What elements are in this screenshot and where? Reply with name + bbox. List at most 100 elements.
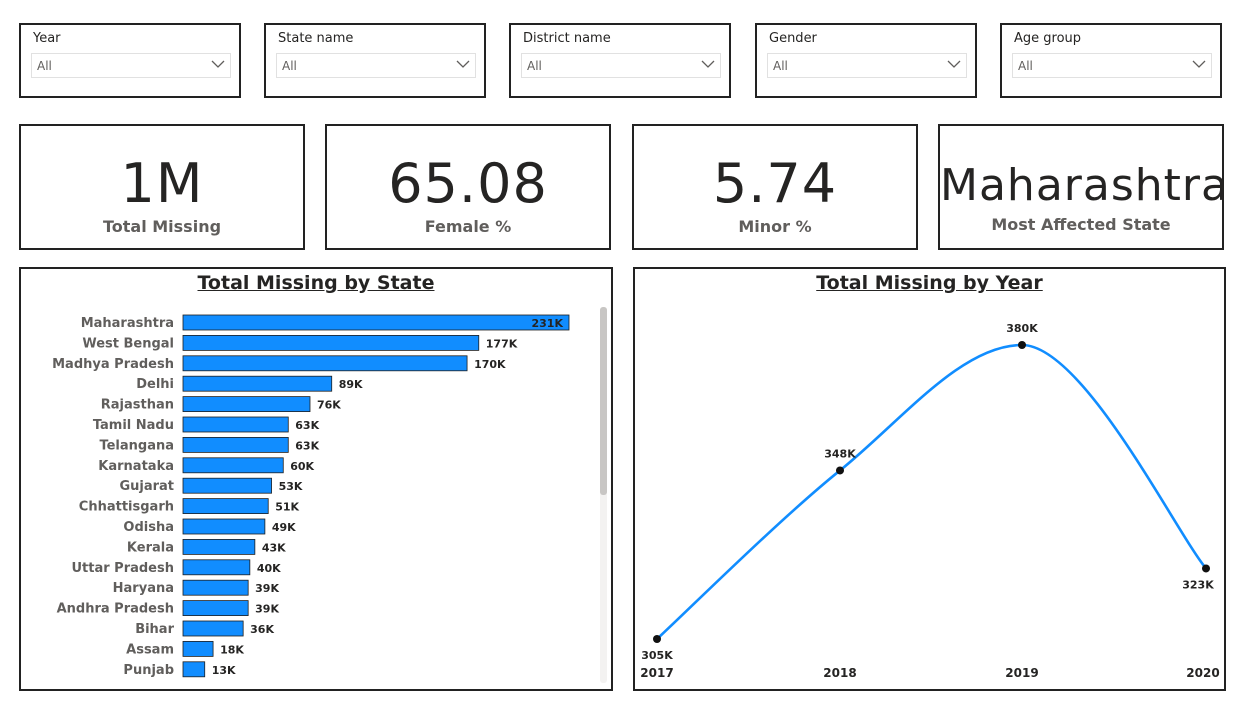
- bar-rajasthan[interactable]: [182, 396, 311, 412]
- kpi-total-missing-value: 1M: [120, 152, 204, 215]
- bar-bihar[interactable]: [182, 620, 244, 637]
- state-bar-chart: Maharashtra 231K West Bengal 177K Madhya Pra…: [52, 307, 607, 683]
- line-value-2019: 380K: [1006, 322, 1038, 335]
- chevron-down-icon: [701, 60, 715, 68]
- chevron-down-icon: [456, 60, 470, 68]
- bar-karnataka[interactable]: [182, 457, 284, 474]
- state-dropdown[interactable]: All: [276, 53, 476, 78]
- filter-age-group-label: Age group: [1014, 31, 1082, 46]
- bar-label-andhra-pradesh: Andhra Pradesh: [57, 602, 174, 617]
- kpi-minor-pct-label: Minor %: [738, 217, 812, 236]
- age-group-dropdown-value: All: [1018, 59, 1033, 73]
- bar-label-uttar-pradesh: Uttar Pradesh: [71, 561, 174, 576]
- district-dropdown[interactable]: All: [521, 53, 721, 78]
- bar-value-telangana: 63K: [295, 439, 319, 452]
- kpi-minor-pct: 5.74 Minor %: [632, 124, 918, 250]
- bar-delhi[interactable]: [182, 375, 333, 392]
- bar-value-gujarat: 53K: [279, 480, 303, 493]
- bar-label-delhi: Delhi: [136, 377, 174, 392]
- line-value-2017: 305K: [641, 649, 673, 662]
- kpi-total-missing-label: Total Missing: [102, 217, 222, 236]
- bar-label-assam: Assam: [126, 642, 174, 657]
- bar-label-haryana: Haryana: [113, 581, 174, 596]
- chevron-down-icon: [1192, 60, 1206, 68]
- district-dropdown-value: All: [527, 59, 542, 73]
- line-value-2018: 348K: [824, 447, 856, 460]
- bar-odisha[interactable]: [182, 518, 266, 535]
- bar-value-uttar-pradesh: 40K: [257, 562, 281, 575]
- bar-label-gujarat: Gujarat: [119, 479, 174, 494]
- filter-gender-label: Gender: [769, 31, 817, 46]
- age-group-dropdown[interactable]: All: [1012, 53, 1212, 78]
- line-value-2020: 323K: [1182, 578, 1214, 591]
- bar-label-bihar: Bihar: [135, 622, 174, 637]
- bar-value-andhra-pradesh: 39K: [255, 603, 279, 616]
- state-chart-title: Total Missing by State: [197, 272, 435, 294]
- kpi-most-affected-state-label: Most Affected State: [991, 215, 1171, 234]
- bar-value-karnataka: 60K: [290, 460, 314, 473]
- year-chart-title: Total Missing by Year: [816, 272, 1043, 294]
- state-chart-panel: Total Missing by State Maharashtra 231K We…: [19, 267, 613, 691]
- bar-label-madhya-pradesh: Madhya Pradesh: [52, 357, 174, 372]
- bar-value-punjab: 13K: [212, 664, 236, 677]
- bar-value-chhattisgarh: 51K: [275, 501, 299, 514]
- bar-value-tamil-nadu: 63K: [295, 419, 319, 432]
- bar-andhra-pradesh[interactable]: [182, 600, 249, 617]
- bar-chhattisgarh[interactable]: [182, 498, 269, 515]
- year-chart-panel: Total Missing by Year 305K 2017 348K 2018 38…: [633, 267, 1226, 691]
- chevron-down-icon: [211, 60, 225, 68]
- bar-label-tamil-nadu: Tamil Nadu: [93, 418, 174, 433]
- bar-value-bihar: 36K: [250, 623, 274, 636]
- bar-label-chhattisgarh: Chhattisgarh: [79, 500, 174, 515]
- x-tick-2020: 2020: [1186, 666, 1219, 680]
- year-dropdown[interactable]: All: [31, 53, 231, 78]
- line-point-2017[interactable]: [653, 635, 661, 643]
- x-tick-2018: 2018: [823, 666, 856, 680]
- bar-haryana[interactable]: [182, 579, 249, 596]
- chevron-down-icon: [947, 60, 961, 68]
- bar-madhya-pradesh[interactable]: [182, 355, 468, 372]
- bar-uttar-pradesh[interactable]: [182, 559, 251, 576]
- bar-value-maharashtra: 231K: [532, 317, 564, 330]
- bar-label-rajasthan: Rajasthan: [101, 398, 174, 413]
- filter-gender: Gender All: [755, 23, 977, 98]
- x-tick-2019: 2019: [1005, 666, 1038, 680]
- bar-punjab[interactable]: [182, 661, 206, 678]
- year-line-chart: 305K 2017 348K 2018 380K 2019 323K 2020: [640, 322, 1219, 680]
- bar-label-maharashtra: Maharashtra: [81, 316, 174, 331]
- filter-state: State name All: [264, 23, 486, 98]
- bar-value-haryana: 39K: [255, 582, 279, 595]
- bar-maharashtra[interactable]: [182, 314, 570, 331]
- bar-label-odisha: Odisha: [123, 520, 174, 535]
- bar-value-rajasthan: 76K: [317, 399, 341, 412]
- bar-tamil-nadu[interactable]: [182, 416, 289, 433]
- bar-label-kerala: Kerala: [127, 540, 174, 555]
- bar-label-karnataka: Karnataka: [98, 459, 174, 474]
- bar-west-bengal[interactable]: [182, 335, 480, 351]
- bar-assam[interactable]: [182, 640, 214, 657]
- line-point-2020[interactable]: [1202, 564, 1210, 573]
- bar-label-punjab: Punjab: [123, 663, 174, 678]
- bar-value-odisha: 49K: [272, 521, 296, 534]
- kpi-total-missing: 1M Total Missing: [19, 124, 305, 250]
- gender-dropdown[interactable]: All: [767, 53, 967, 78]
- filter-district: District name All: [509, 23, 731, 98]
- bar-value-west-bengal: 177K: [486, 337, 518, 350]
- bar-gujarat[interactable]: [182, 477, 272, 494]
- line-point-2019[interactable]: [1018, 341, 1026, 349]
- x-tick-2017: 2017: [640, 666, 673, 680]
- kpi-most-affected-state-value: Maharashtra: [940, 160, 1229, 211]
- filter-year-label: Year: [33, 31, 61, 46]
- bar-telangana[interactable]: [182, 436, 289, 453]
- line-point-2018[interactable]: [836, 466, 844, 475]
- filter-state-label: State name: [278, 31, 354, 46]
- bar-label-west-bengal: West Bengal: [82, 336, 174, 351]
- kpi-most-affected-state: Maharashtra Most Affected State: [938, 124, 1229, 250]
- year-line-series[interactable]: [656, 343, 1208, 640]
- gender-dropdown-value: All: [773, 59, 788, 73]
- filter-age-group: Age group All: [1000, 23, 1222, 98]
- filter-district-label: District name: [523, 31, 611, 46]
- state-dropdown-value: All: [282, 59, 297, 73]
- scrollbar-thumb[interactable]: [600, 307, 607, 495]
- bar-kerala[interactable]: [182, 538, 256, 555]
